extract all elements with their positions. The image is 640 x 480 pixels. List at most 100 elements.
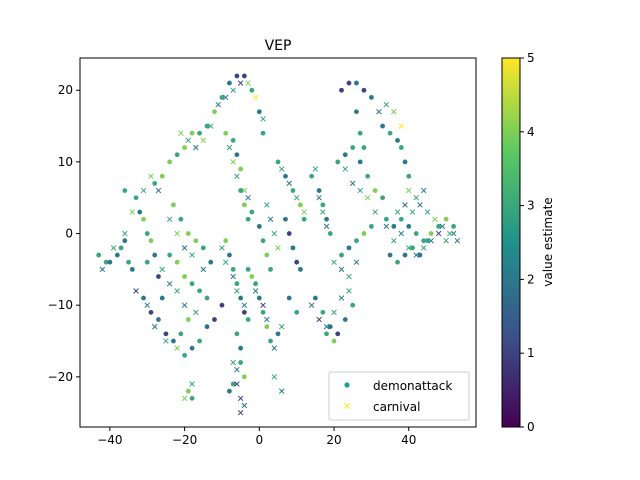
demonattack-point [324, 331, 329, 337]
carnival-point [338, 266, 345, 273]
x-tick-label: 0 [256, 433, 264, 447]
demonattack-point [178, 216, 184, 222]
carnival-point [260, 302, 266, 308]
demonattack-point [118, 245, 124, 251]
demonattack-point [174, 259, 180, 265]
demonattack-point [354, 80, 359, 86]
carnival-point [420, 245, 427, 251]
demonattack-point [354, 238, 359, 244]
legend-box [328, 371, 470, 421]
carnival-point [331, 259, 337, 265]
demonattack-point [260, 130, 266, 136]
carnival-point [383, 101, 390, 108]
demonattack-point [312, 295, 318, 301]
demonattack-point [361, 231, 367, 236]
demonattack-point [156, 317, 161, 322]
carnival-point [144, 302, 150, 308]
carnival-point [267, 216, 274, 222]
colorbar-tick-label: 1 [527, 346, 535, 360]
demonattack-point [335, 331, 341, 337]
demonattack-point [365, 173, 371, 179]
carnival-point [413, 194, 419, 201]
demonattack-point [167, 159, 173, 165]
demonattack-point [309, 173, 315, 179]
demonattack-point [342, 152, 348, 158]
demonattack-point [346, 245, 352, 251]
carnival-point [193, 144, 199, 151]
demonattack-point [264, 252, 270, 258]
carnival-point [271, 230, 278, 237]
colorbar-tick-label: 0 [527, 420, 535, 434]
carnival-point [193, 309, 199, 316]
demonattack-point [346, 80, 352, 86]
demonattack-point [238, 360, 244, 365]
demonattack-point [413, 231, 419, 236]
demonattack-point [170, 202, 176, 208]
carnival-point [230, 273, 236, 280]
demonattack-point [361, 145, 367, 150]
colorbar-tick-label: 4 [527, 125, 535, 139]
demonattack-point [350, 302, 356, 308]
demonattack-point [96, 252, 102, 258]
colorbar-tick-label: 3 [527, 199, 535, 213]
x-tick-label: −20 [172, 433, 197, 447]
demonattack-point [185, 317, 191, 322]
carnival-point [129, 209, 136, 215]
demonattack-point [368, 223, 374, 229]
y-tick-label: 20 [58, 83, 73, 97]
carnival-point [271, 374, 278, 380]
demonattack-point [174, 152, 180, 158]
demonattack-point [290, 245, 296, 251]
carnival-point [174, 345, 180, 351]
legend-marker-carnival [344, 403, 350, 409]
carnival-point [338, 295, 345, 301]
demonattack-point [357, 159, 363, 165]
demonattack-point [286, 295, 292, 301]
demonattack-point [230, 137, 236, 143]
demonattack-point [398, 216, 404, 222]
carnival-point [264, 202, 270, 208]
y-tick-label: 0 [65, 227, 73, 241]
carnival-point [222, 259, 229, 265]
demonattack-point [256, 109, 262, 115]
carnival-point [406, 187, 412, 194]
y-axis: −20 −10 0 10 20 [48, 83, 80, 384]
demonattack-point [152, 252, 158, 258]
carnival-point [252, 94, 259, 101]
demonattack-point [238, 166, 244, 172]
colorbar: 0 1 2 3 4 5 value estimate [501, 51, 555, 434]
demonattack-point [275, 159, 281, 165]
demonattack-point [197, 338, 202, 344]
carnival-point [264, 316, 270, 323]
demonattack-point [245, 216, 251, 222]
demonattack-point [357, 130, 363, 136]
carnival-point [364, 194, 371, 201]
demonattack-point [275, 331, 281, 337]
carnival-point [181, 395, 188, 402]
demonattack-point [182, 274, 188, 279]
demonattack-point [234, 331, 240, 337]
demonattack-point [238, 295, 244, 301]
demonattack-point [208, 259, 214, 265]
demonattack-point [368, 95, 374, 100]
demonattack-point [398, 145, 404, 150]
demonattack-point [406, 223, 412, 229]
demonattack-point [249, 209, 255, 215]
demonattack-point [159, 295, 165, 301]
carnival-point [346, 273, 352, 280]
demonattack-point [219, 95, 225, 100]
colorbar-gradient [501, 57, 521, 428]
demonattack-point [320, 202, 326, 208]
carnival-point [383, 223, 390, 230]
demonattack-point [260, 309, 266, 315]
demonattack-point [167, 252, 173, 258]
carnival-point [140, 187, 147, 194]
legend-label-carnival: carnival [373, 400, 420, 414]
carnival-point [230, 87, 236, 93]
carnival-point [237, 395, 244, 402]
demonattack-point [428, 231, 434, 236]
carnival-point [275, 245, 281, 251]
demonattack-point [425, 238, 430, 244]
demonattack-point [185, 388, 191, 394]
carnival-point [420, 187, 427, 194]
